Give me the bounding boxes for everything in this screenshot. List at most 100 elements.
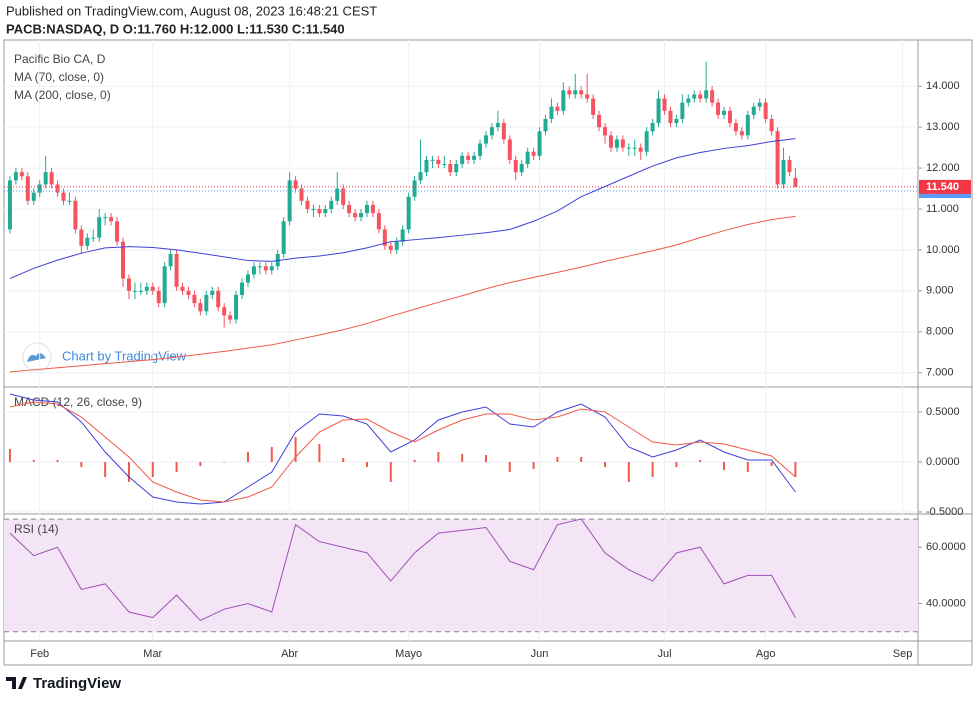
candle-body [733, 123, 738, 132]
candle-body [769, 118, 774, 132]
candle-body [7, 180, 12, 230]
pane: 40.0000 60.0000 RSI (14) [4, 514, 966, 641]
candle-body [61, 192, 66, 201]
candle-body [757, 102, 762, 107]
histogram-bar [437, 452, 440, 462]
candle-body [317, 208, 322, 214]
candle-body [436, 159, 441, 164]
candle-body [561, 90, 566, 111]
candle-body [644, 131, 649, 152]
candle-body [329, 200, 334, 209]
candle-body [85, 237, 90, 246]
candle-body [608, 135, 613, 148]
candle-body [174, 254, 179, 287]
candle-body [293, 180, 298, 189]
candle-body [543, 118, 548, 132]
candle-body [198, 303, 203, 312]
candle-body [335, 188, 340, 201]
candle-body [674, 118, 679, 124]
candle-body [376, 213, 381, 230]
histogram-bar [627, 462, 630, 482]
watermark: Chart by TradingView [22, 342, 187, 372]
candle-body [531, 151, 536, 156]
candle-body [144, 286, 149, 291]
candle-body [216, 290, 221, 308]
candle-body [240, 282, 245, 295]
y-tick-label: 40.0000 [926, 597, 966, 609]
x-tick-label: Abr [281, 648, 298, 660]
pane-title: MACD (12, 26, close, 9) [14, 395, 142, 409]
x-tick-label: Jun [531, 648, 549, 660]
histogram-bar [794, 462, 797, 477]
candle-body [204, 294, 209, 312]
candle-body [763, 102, 768, 119]
candle-body [263, 266, 268, 271]
candle-body [121, 241, 126, 279]
candle-body [507, 139, 512, 160]
candle-body [478, 143, 483, 156]
candle-body [525, 151, 530, 164]
candle-body [501, 123, 506, 140]
y-tick-label: 60.0000 [926, 541, 966, 553]
candle-body [430, 159, 435, 161]
candle-body [299, 188, 304, 201]
candle-body [472, 155, 477, 160]
pane-title: Pacific Bio CA, D [14, 52, 106, 66]
candle-body [614, 139, 619, 148]
y-tick-label: 9.000 [926, 285, 954, 297]
candle-body [25, 176, 30, 201]
candle-body [638, 147, 643, 152]
candle-body [745, 114, 750, 136]
histogram-bar [104, 462, 107, 477]
candle-body [650, 123, 655, 132]
histogram-bar [508, 462, 511, 472]
candle-body [495, 123, 500, 128]
y-tick-label: 10.000 [926, 244, 960, 256]
candle-body [579, 90, 584, 95]
candle-body [126, 278, 131, 291]
candle-body [323, 208, 328, 214]
candle-body [353, 213, 358, 218]
histogram-bar [770, 462, 773, 466]
histogram-bar [175, 462, 178, 472]
candle-body [727, 110, 732, 124]
candle-body [73, 200, 78, 230]
candle-body [37, 184, 42, 193]
y-tick-label: 0.5000 [926, 406, 960, 418]
candle-body [597, 114, 602, 128]
y-tick-label: 14.000 [926, 80, 960, 92]
candle-body [370, 204, 375, 214]
price-label-bg [919, 179, 971, 194]
candle-body [394, 241, 399, 250]
candle-body [269, 266, 274, 271]
candle-body [364, 204, 369, 214]
candle-body [632, 147, 637, 149]
candle-body [662, 98, 667, 111]
series-line [9, 215, 796, 373]
candle-body [549, 106, 554, 119]
candle-body [626, 147, 631, 149]
candle-body [704, 90, 709, 99]
candle-body [686, 98, 691, 103]
histogram-bar [127, 462, 130, 482]
candle-body [722, 110, 727, 115]
header: PACB:NASDAQ, D O:11.760 H:12.000 L:11.53… [6, 21, 345, 36]
candle-body [55, 184, 60, 193]
candle-body [49, 172, 54, 185]
candle-body [620, 139, 625, 148]
candle-body [43, 172, 48, 185]
candle-body [138, 290, 143, 292]
series-line [9, 518, 796, 622]
candle-body [228, 315, 233, 320]
x-tick-label: Mar [143, 648, 162, 660]
histogram-bar [56, 460, 59, 462]
candle-body [132, 290, 137, 292]
candle-body [359, 213, 364, 218]
histogram-bar [389, 462, 392, 482]
candle-body [192, 294, 197, 304]
x-tick-label: Jul [657, 648, 671, 660]
candle-body [287, 180, 292, 222]
histogram-bar [699, 460, 702, 462]
candle-body [186, 290, 191, 295]
